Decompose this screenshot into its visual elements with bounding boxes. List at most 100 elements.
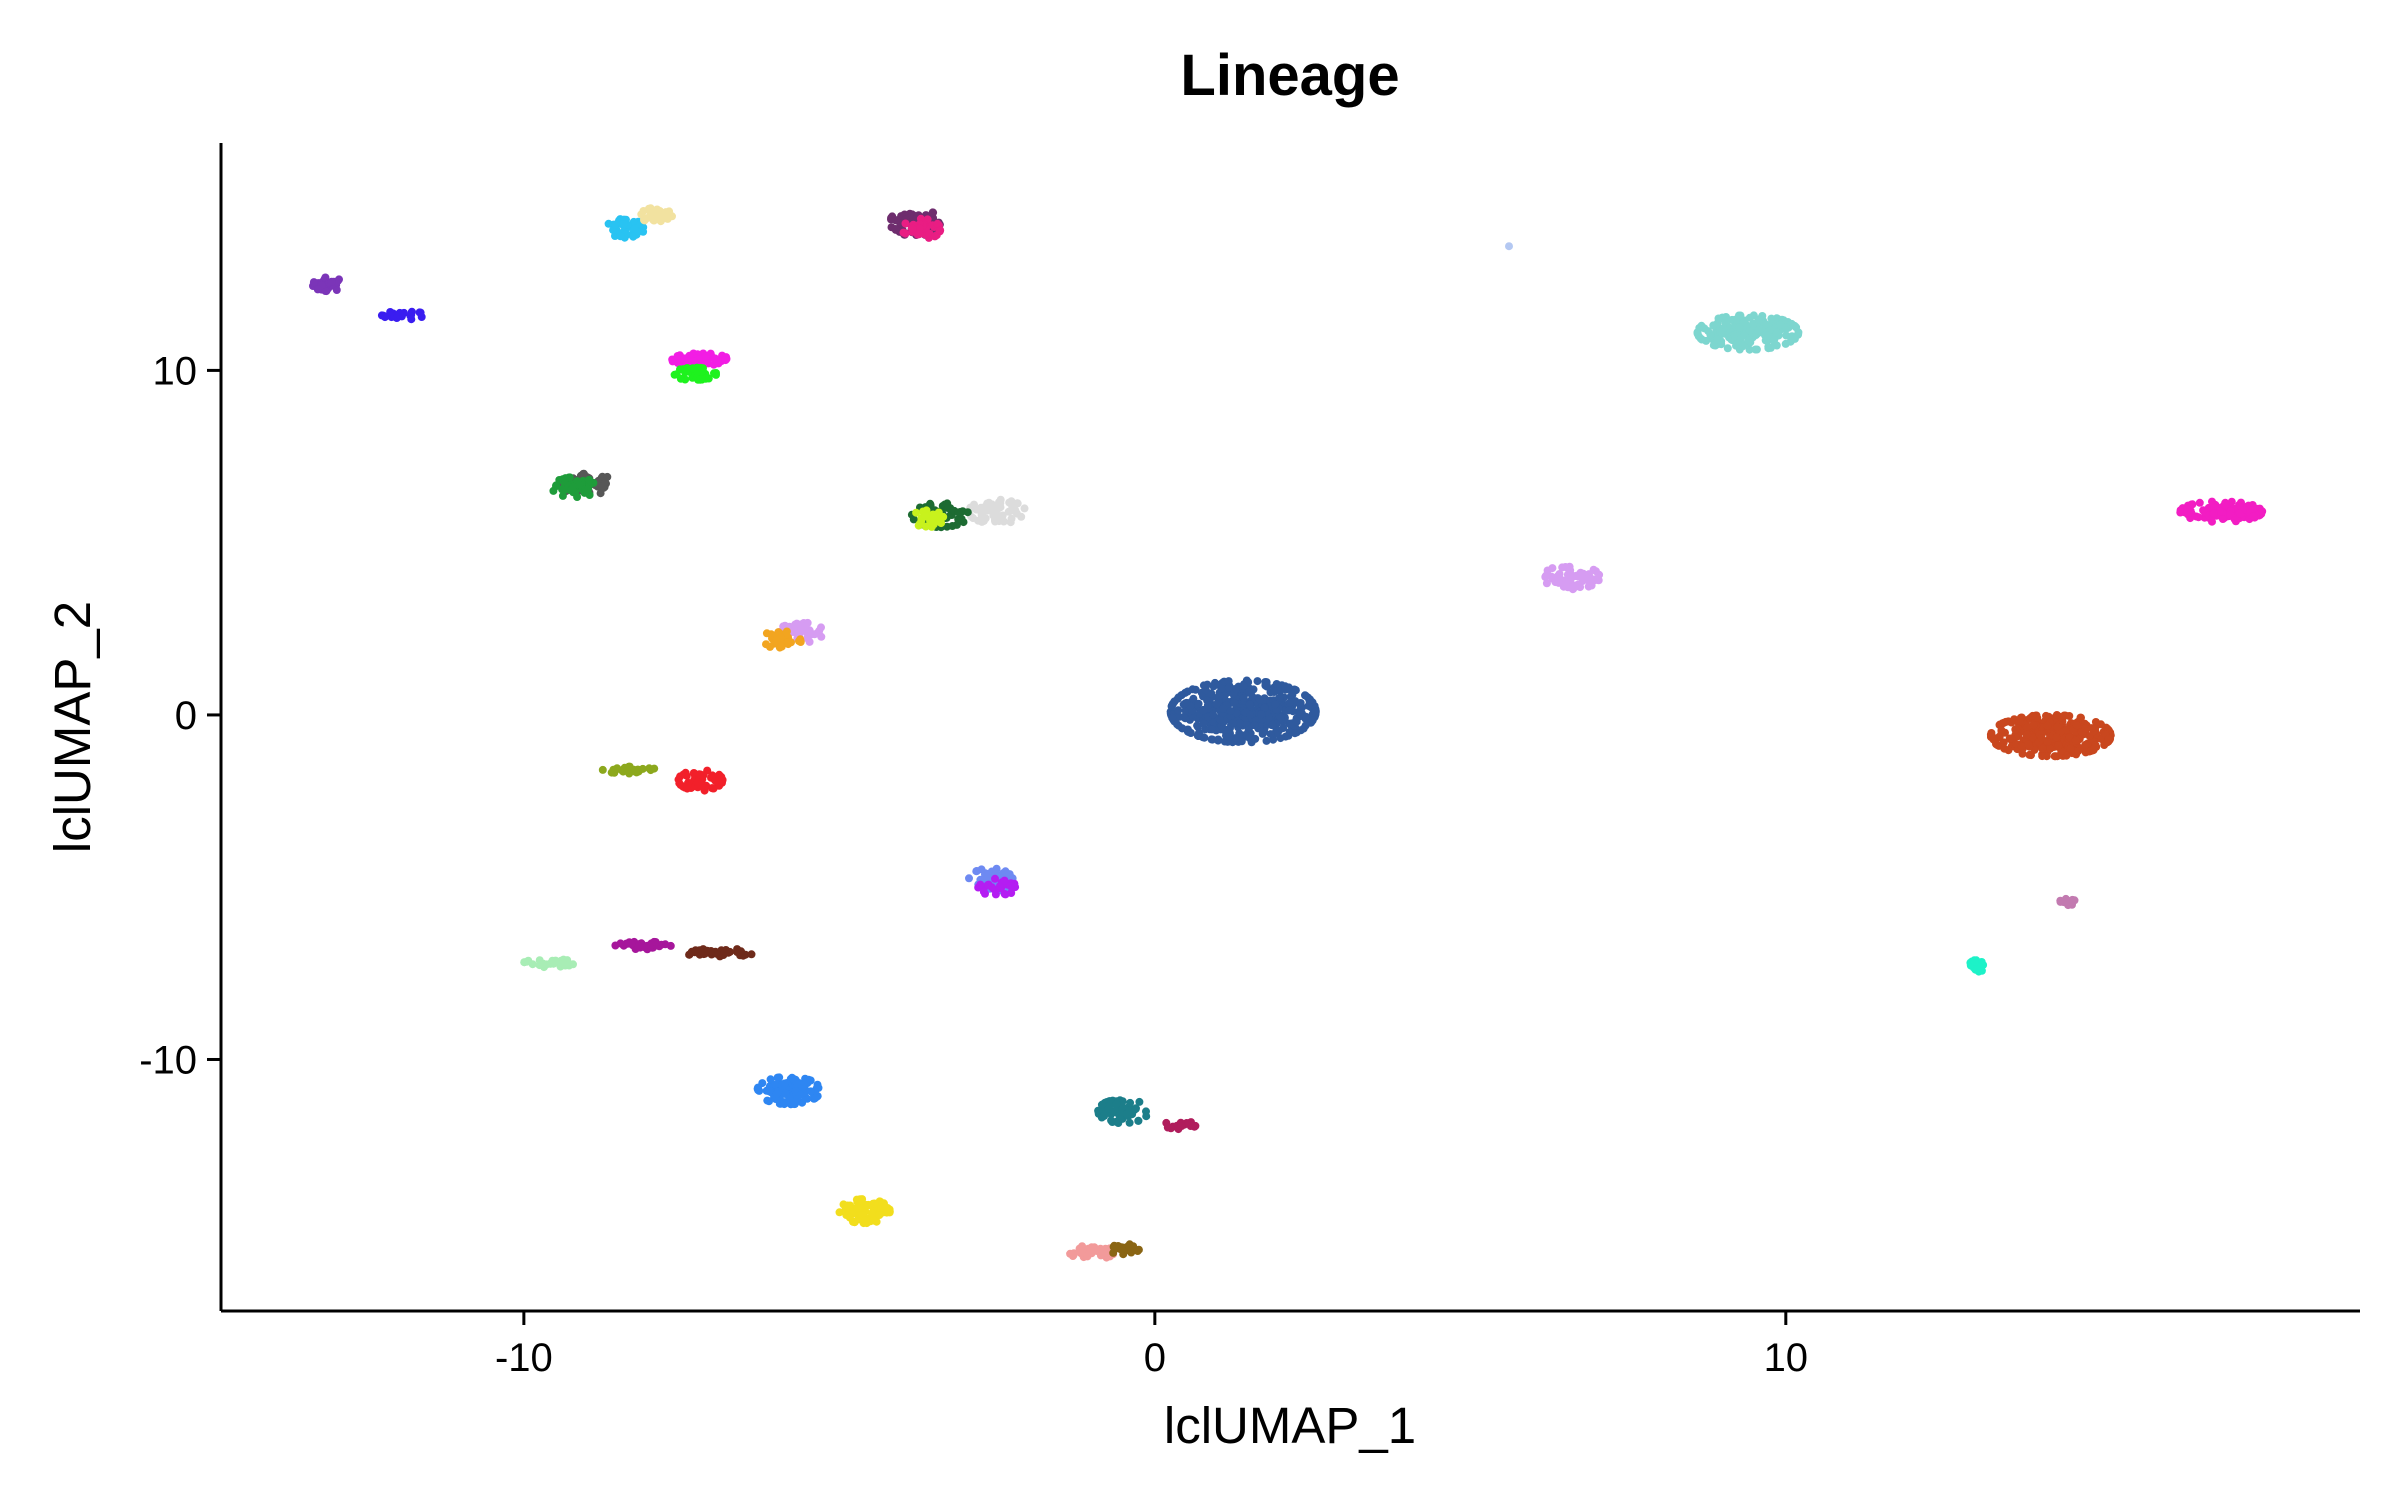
scatter-point [1216, 716, 1225, 724]
scatter-point [1246, 710, 1254, 719]
cluster-12 [912, 506, 948, 531]
points-layer [309, 204, 2267, 1262]
scatter-point [853, 1203, 862, 1212]
scatter-point [416, 308, 425, 317]
scatter-point [661, 210, 670, 219]
cluster-5 [899, 214, 945, 242]
scatter-point [2081, 740, 2090, 749]
cluster-32 [1986, 711, 2115, 761]
cluster-27 [1109, 1240, 1143, 1259]
scatter-point [2011, 725, 2020, 734]
scatter-point [933, 219, 942, 228]
scatter-point [1229, 719, 1238, 728]
scatter-point [2004, 746, 2013, 755]
scatter-point [2046, 744, 2055, 753]
scatter-point [2187, 508, 2196, 517]
scatter-point [780, 1100, 789, 1109]
scatter-point [970, 500, 978, 509]
x-ticks: -10 0 10 [495, 1311, 1808, 1380]
scatter-point [2015, 717, 2024, 726]
scatter-point [915, 230, 924, 239]
scatter-point [1767, 314, 1776, 323]
scatter-point [992, 866, 1001, 875]
scatter-point [1270, 688, 1279, 696]
scatter-point [561, 961, 570, 970]
scatter-point [976, 880, 985, 889]
x-axis-label: lclUMAP_1 [1164, 1397, 1416, 1454]
cluster-28 [1505, 242, 1513, 251]
scatter-point [1219, 704, 1228, 713]
scatter-point [921, 512, 930, 521]
scatter-point [755, 1086, 764, 1095]
scatter-point [634, 942, 643, 950]
scatter-point [867, 1209, 876, 1218]
scatter-point [2054, 741, 2063, 750]
cluster-14 [762, 627, 805, 652]
scatter-point [977, 511, 986, 520]
scatter-point [1764, 331, 1773, 340]
scatter-point [2087, 724, 2096, 733]
scatter-point [762, 629, 771, 638]
scatter-point [2043, 738, 2052, 746]
scatter-point [1308, 716, 1317, 725]
scatter-point [915, 520, 924, 529]
scatter-point [673, 352, 682, 360]
scatter-point [930, 232, 939, 241]
scatter-point [2081, 724, 2090, 733]
scatter-point [683, 781, 692, 790]
cluster-19 [520, 955, 577, 972]
scatter-point [882, 1208, 891, 1217]
scatter-point [1745, 313, 1754, 322]
scatter-point [1245, 700, 1254, 709]
scatter-point [2194, 513, 2203, 522]
scatter-point [1253, 677, 1262, 686]
cluster-35 [2056, 894, 2079, 910]
scatter-point [1542, 579, 1551, 588]
scatter-point [2220, 500, 2229, 509]
scatter-point [704, 374, 713, 383]
scatter-point [1716, 327, 1725, 336]
scatter-point [1275, 693, 1284, 702]
scatter-point [1112, 1099, 1121, 1108]
scatter-point [638, 764, 647, 773]
scatter-point [891, 225, 900, 234]
scatter-point [965, 874, 973, 883]
scatter-point [2176, 508, 2185, 517]
scatter-point [1304, 701, 1313, 710]
scatter-point [1108, 1118, 1117, 1126]
scatter-point [1087, 1249, 1096, 1258]
scatter-point [1709, 341, 1718, 350]
scatter-point [1288, 690, 1297, 699]
scatter-point [1235, 719, 1244, 728]
scatter-point [2074, 747, 2083, 756]
scatter-point [1311, 707, 1320, 716]
scatter-point [1133, 1247, 1142, 1255]
scatter-point [2195, 498, 2204, 507]
scatter-point [963, 508, 972, 517]
scatter-point [1224, 677, 1233, 686]
cluster-1 [377, 307, 426, 324]
scatter-point [776, 642, 785, 651]
scatter-point [921, 522, 930, 531]
scatter-point [309, 278, 318, 287]
scatter-point [1745, 345, 1754, 354]
scatter-point [1764, 342, 1773, 351]
scatter-point [321, 287, 330, 295]
scatter-point [773, 1073, 782, 1082]
scatter-point [1005, 870, 1014, 879]
cluster-30 [1541, 562, 1604, 594]
scatter-point [1721, 317, 1729, 326]
scatter-point [817, 623, 825, 632]
y-tick-label: 10 [153, 349, 198, 393]
scatter-point [1076, 1249, 1085, 1258]
scatter-point [685, 950, 694, 959]
scatter-point [2029, 721, 2038, 730]
scatter-point [1203, 701, 1212, 710]
scatter-point [381, 313, 389, 322]
cluster-24 [1162, 1118, 1200, 1134]
scatter-point [1290, 729, 1299, 738]
scatter-point [616, 232, 625, 241]
scatter-point [1744, 336, 1753, 345]
scatter-point [1989, 735, 1998, 744]
